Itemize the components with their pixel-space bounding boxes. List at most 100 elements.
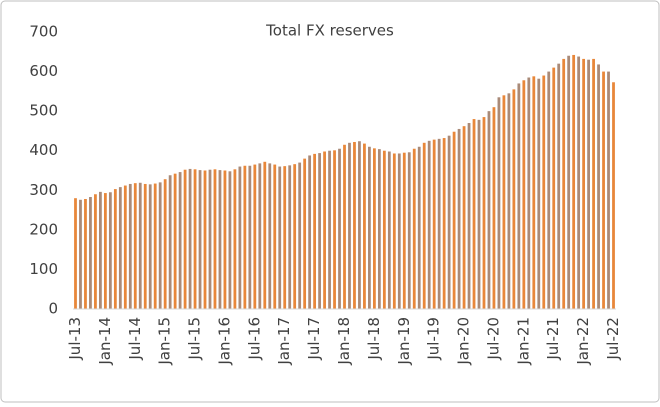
bar [223,170,227,309]
bar [567,55,571,309]
bar [452,131,456,309]
bar [288,165,292,309]
bar [592,58,595,310]
bar [113,189,117,309]
bar [143,183,147,309]
bar [537,78,541,310]
bar [163,179,167,309]
bar [517,83,521,309]
bar [118,187,122,309]
bar [198,170,202,309]
bar [298,162,302,309]
bar [482,117,486,309]
bar [128,183,132,309]
bar [303,158,307,309]
x-tick-label: Jul-17 [305,317,323,361]
bar [308,155,312,309]
x-tick-label: Jan-22 [574,317,592,366]
bar [283,166,287,309]
bar [238,166,242,309]
bar [612,82,615,310]
x-tick-label: Jan-16 [215,317,233,366]
y-tick-label: 0 [48,300,58,318]
bar [258,163,262,309]
bar [557,63,561,310]
bar [338,148,341,309]
bar [457,128,461,309]
bar [442,138,446,309]
bar [462,126,466,310]
bar [447,135,451,309]
bar [437,138,441,309]
y-tick-label: 600 [29,62,58,80]
bar [108,192,112,309]
bar [522,80,526,309]
bar [173,173,177,309]
bar [582,58,586,310]
bar [89,197,92,309]
bar [253,164,257,309]
bar [183,169,187,309]
bar [392,153,396,309]
x-tick-label: Jan-21 [514,317,532,366]
bar [467,123,471,309]
bar [84,198,87,309]
bar [492,107,496,309]
bar [74,198,77,309]
x-tick-label: Jan-19 [395,317,413,366]
bar [228,171,232,309]
bar [168,175,172,309]
bar [502,95,506,309]
bar [527,77,531,309]
bar [103,193,107,309]
bar [273,164,277,309]
bar [348,142,351,309]
bar [532,76,536,309]
bar [353,142,356,309]
x-tick-label: Jul-16 [245,317,263,361]
bar [318,153,321,309]
x-tick-label: Jan-14 [96,317,114,366]
bar [368,146,371,309]
bar [497,97,501,310]
bar [432,139,436,309]
bar [547,71,551,309]
bar [328,150,331,309]
bar [552,67,556,309]
bar [158,182,162,309]
bar [293,164,297,309]
bar [278,166,282,309]
bar [188,168,192,309]
bar [148,184,152,309]
x-tick-label: Jul-14 [126,317,144,361]
bar [402,152,406,309]
bar [412,148,416,309]
bar [268,163,272,309]
y-tick-label: 500 [29,102,58,120]
bar [587,59,590,310]
bar [572,54,576,309]
x-tick-label: Jul-13 [66,317,84,361]
x-tick-label: Jan-17 [275,317,293,366]
bar [343,144,346,309]
bar [313,153,317,309]
x-tick-label: Jan-15 [156,317,174,366]
bar [417,146,421,309]
bar [507,93,511,309]
bar [323,151,326,309]
x-tick-label: Jul-21 [544,317,562,361]
bar [193,169,197,309]
bar [602,71,605,309]
y-tick-label: 100 [29,260,58,278]
x-tick-label: Jul-19 [425,317,443,361]
bar [233,169,237,309]
bar [123,185,127,309]
bar [512,89,516,309]
y-tick-label: 700 [29,23,58,41]
bar [208,169,212,309]
bar [203,170,207,309]
bar [577,56,581,309]
bar [363,143,366,309]
bar [597,64,600,309]
